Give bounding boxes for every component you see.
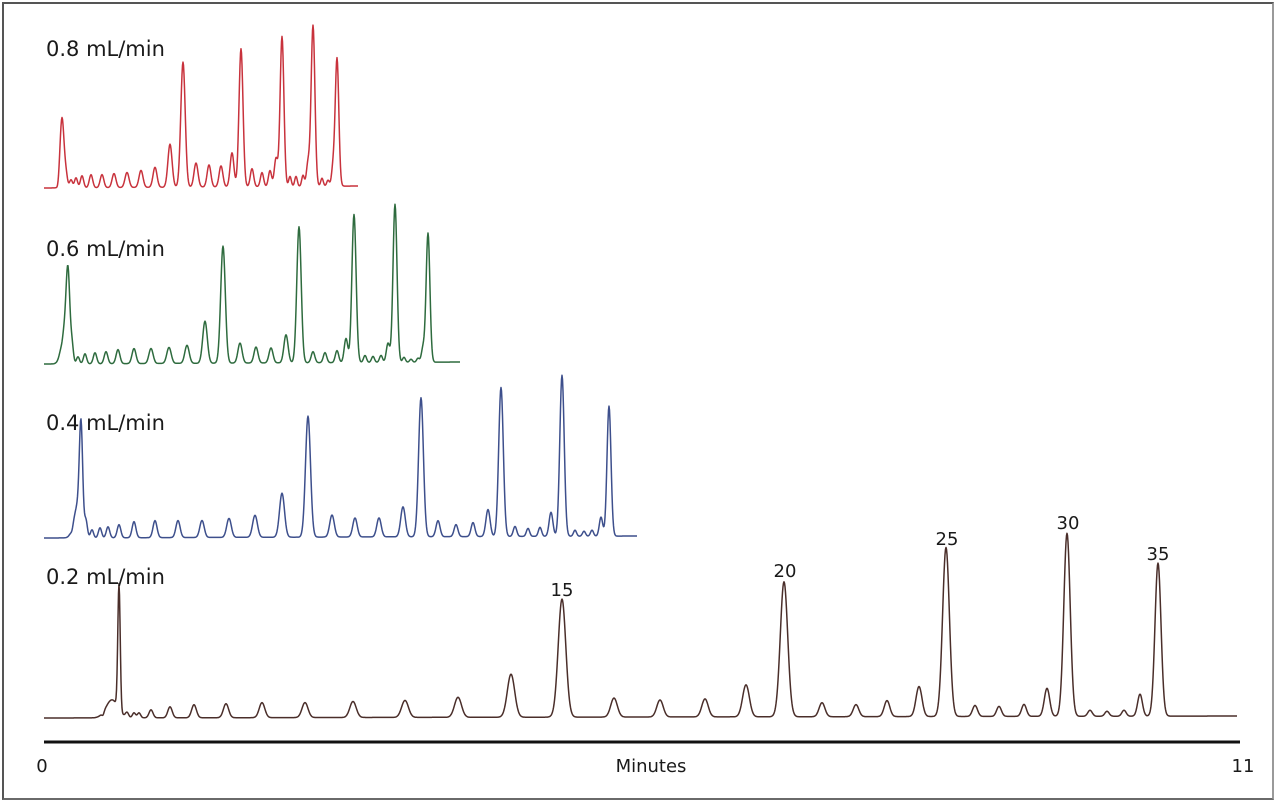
series-label-0.6: 0.6 mL/min — [46, 237, 165, 261]
trace-0.4-ml-min — [43, 374, 638, 539]
trace-0.8-ml-min — [43, 24, 359, 189]
series-label-0.4: 0.4 mL/min — [46, 411, 165, 435]
peak-label-35: 35 — [1147, 544, 1170, 565]
x-tick-label-0: 0 — [36, 756, 47, 777]
trace-0.6-ml-min — [43, 203, 461, 365]
x-axis-title: Minutes — [616, 756, 687, 777]
peak-label-15: 15 — [551, 580, 574, 601]
series-labels: 0.8 mL/min 0.6 mL/min 0.4 mL/min 0.2 mL/… — [46, 37, 165, 589]
x-tick-label-11: 11 — [1232, 756, 1255, 777]
trace-0.2-ml-min — [43, 532, 1238, 719]
peak-label-25: 25 — [936, 529, 959, 550]
peak-label-30: 30 — [1057, 513, 1080, 534]
chromatogram-traces — [43, 24, 1238, 719]
peak-label-20: 20 — [774, 561, 797, 582]
series-label-0.8: 0.8 mL/min — [46, 37, 165, 61]
peak-annotations: 15 20 25 30 35 — [551, 513, 1170, 601]
series-label-0.2: 0.2 mL/min — [46, 565, 165, 589]
